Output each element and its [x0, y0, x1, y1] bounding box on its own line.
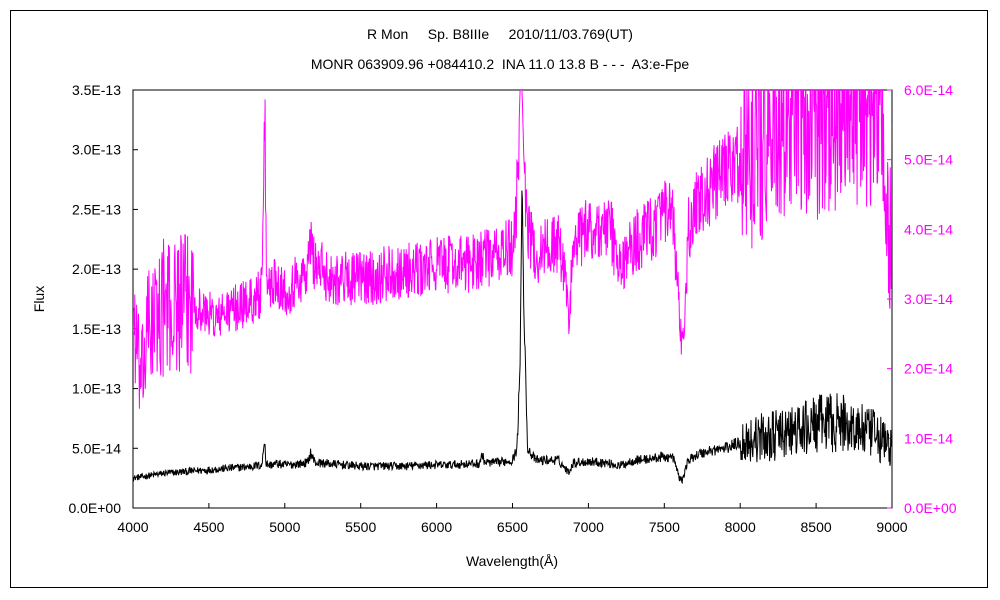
series-group — [133, 90, 892, 485]
x-tick-label: 5500 — [345, 519, 376, 535]
x-tick-label: 4500 — [193, 519, 224, 535]
x-tick-label: 9000 — [876, 519, 907, 535]
x-tick-label: 6000 — [421, 519, 452, 535]
right-y-tick-label: 1.0E-14 — [904, 430, 953, 446]
y-axis-label: Flux — [31, 286, 47, 312]
right-y-tick-label: 4.0E-14 — [904, 221, 953, 237]
x-tick-label: 4000 — [117, 519, 148, 535]
chart-title: R Mon Sp. B8IIIe 2010/11/03.769(UT) — [367, 26, 633, 42]
series-line-magenta — [133, 90, 892, 409]
x-tick-label: 7000 — [573, 519, 604, 535]
chart-subtitle: MONR 063909.96 +084410.2 INA 11.0 13.8 B… — [310, 56, 690, 72]
left-y-tick-label: 1.5E-13 — [72, 321, 121, 337]
left-y-tick-label: 1.0E-13 — [72, 381, 121, 397]
x-tick-label: 8500 — [801, 519, 832, 535]
left-y-tick-label: 3.5E-13 — [72, 82, 121, 98]
x-tick-label: 8000 — [725, 519, 756, 535]
right-y-tick-label: 0.0E+00 — [904, 500, 957, 516]
left-y-tick-label: 3.0E-13 — [72, 142, 121, 158]
x-tick-label: 6500 — [497, 519, 528, 535]
right-y-tick-label: 2.0E-14 — [904, 361, 953, 377]
x-tick-label: 5000 — [269, 519, 300, 535]
right-y-tick-label: 3.0E-14 — [904, 291, 953, 307]
left-y-axis: 0.0E+00 5.0E-14 1.0E-13 1.5E-13 2.0E-13 2.5E-… — [68, 82, 138, 516]
x-axis-label: Wavelength(Å) — [466, 553, 558, 569]
left-y-tick-label: 2.5E-13 — [72, 201, 121, 217]
right-y-axis: 0.0E+00 1.0E-14 2.0E-14 3.0E-14 4.0E-14 5.0E-… — [887, 82, 957, 516]
series-line-black — [133, 190, 892, 485]
x-tick-label: 7500 — [649, 519, 680, 535]
left-y-tick-label: 2.0E-13 — [72, 261, 121, 277]
x-axis: 4000 4500 5000 5500 6000 6500 7000 7500 8000 8500… — [117, 503, 908, 535]
chart-frame — [10, 10, 988, 588]
left-y-tick-label: 0.0E+00 — [68, 500, 121, 516]
right-y-tick-label: 5.0E-14 — [904, 152, 953, 168]
left-y-tick-label: 5.0E-14 — [72, 440, 121, 456]
right-y-tick-label: 6.0E-14 — [904, 82, 953, 98]
